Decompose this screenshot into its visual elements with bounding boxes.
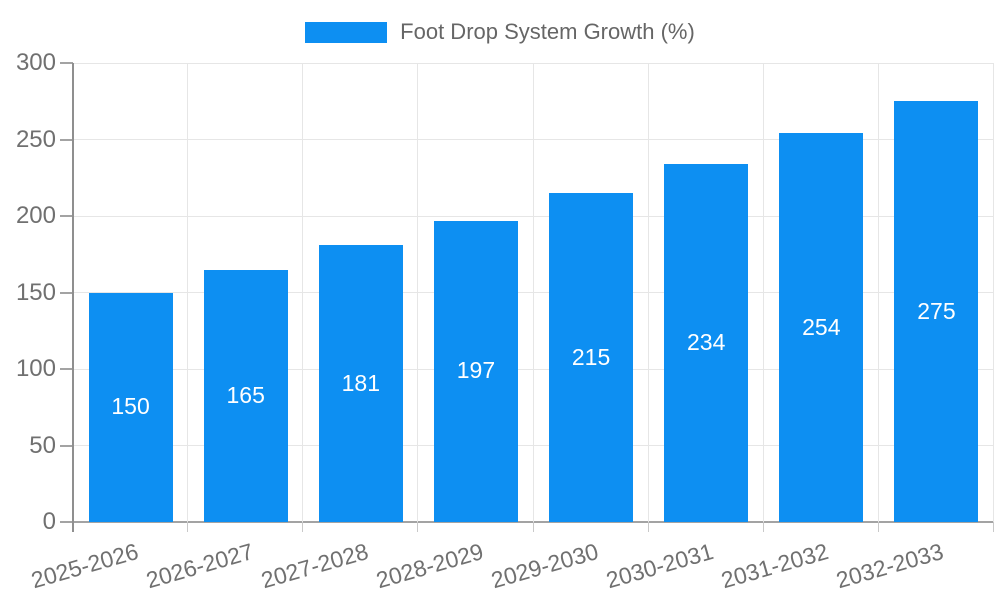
y-tick-label: 250: [15, 125, 56, 153]
gridline-vertical: [762, 63, 764, 522]
x-tick-mark: [762, 522, 764, 532]
gridline-vertical: [647, 63, 649, 522]
gridline-horizontal: [73, 292, 994, 293]
x-tick-label: 2028-2029: [373, 538, 487, 594]
bar-value-label: 197: [456, 357, 496, 384]
bar: [779, 133, 864, 522]
y-tick-mark: [60, 444, 73, 447]
legend-label: Foot Drop System Growth (%): [400, 19, 695, 44]
y-tick-label: 300: [15, 49, 56, 76]
y-tick-label: 150: [15, 278, 56, 306]
x-axis-line: [73, 521, 994, 523]
y-tick-label: 50: [29, 431, 56, 459]
y-axis-line: [72, 63, 74, 522]
bar: [664, 163, 749, 522]
gridline-horizontal: [73, 215, 994, 217]
y-tick-mark: [60, 521, 73, 523]
bar-value-label: 275: [917, 297, 956, 324]
bar-value-label: 215: [571, 343, 611, 370]
legend-swatch: [305, 21, 388, 43]
bar-value-label: 181: [341, 369, 380, 396]
bar: [318, 245, 403, 522]
gridline-vertical: [532, 63, 534, 522]
bar-value-label: 254: [802, 313, 841, 340]
x-tick-mark: [877, 522, 879, 532]
x-tick-mark: [417, 522, 419, 532]
gridline-horizontal: [73, 368, 994, 370]
bar-value-label: 150: [111, 393, 150, 420]
x-tick-mark: [647, 522, 649, 532]
y-tick-mark: [60, 62, 73, 64]
bar: [433, 220, 518, 522]
x-tick-mark: [187, 522, 189, 532]
x-tick-label: 2030-2031: [603, 538, 717, 594]
bar: [88, 292, 173, 522]
gridline-horizontal: [73, 139, 994, 140]
x-tick-label: 2031-2032: [718, 538, 832, 594]
bar-value-label: 234: [687, 328, 726, 355]
x-tick-label: 2026-2027: [142, 538, 256, 594]
x-tick-mark: [993, 522, 994, 532]
y-tick-label: 0: [42, 508, 56, 535]
gridline-vertical: [302, 63, 304, 522]
gridline-horizontal: [73, 62, 994, 64]
x-tick-mark: [532, 522, 534, 532]
x-tick-label: 2027-2028: [258, 538, 371, 594]
gridline-vertical: [417, 63, 419, 522]
chart-legend[interactable]: Foot Drop System Growth (%): [0, 19, 1000, 45]
x-tick-label: 2029-2030: [488, 538, 602, 594]
bar: [549, 193, 634, 522]
gridline-vertical: [993, 63, 994, 522]
gridline-vertical: [187, 63, 189, 522]
y-tick-mark: [60, 215, 73, 217]
bar: [203, 269, 288, 522]
x-tick-mark: [72, 522, 74, 532]
gridline-horizontal: [73, 445, 994, 446]
y-tick-label: 100: [15, 355, 56, 382]
x-tick-label: 2025-2026: [27, 538, 141, 594]
y-tick-label: 200: [15, 202, 56, 229]
y-tick-mark: [60, 291, 73, 294]
bar-value-label: 165: [226, 381, 265, 408]
gridline-vertical: [877, 63, 879, 522]
y-tick-mark: [60, 138, 73, 141]
y-tick-mark: [60, 368, 73, 370]
bar: [894, 101, 979, 522]
x-tick-label: 2032-2033: [833, 538, 947, 594]
x-tick-mark: [302, 522, 304, 532]
